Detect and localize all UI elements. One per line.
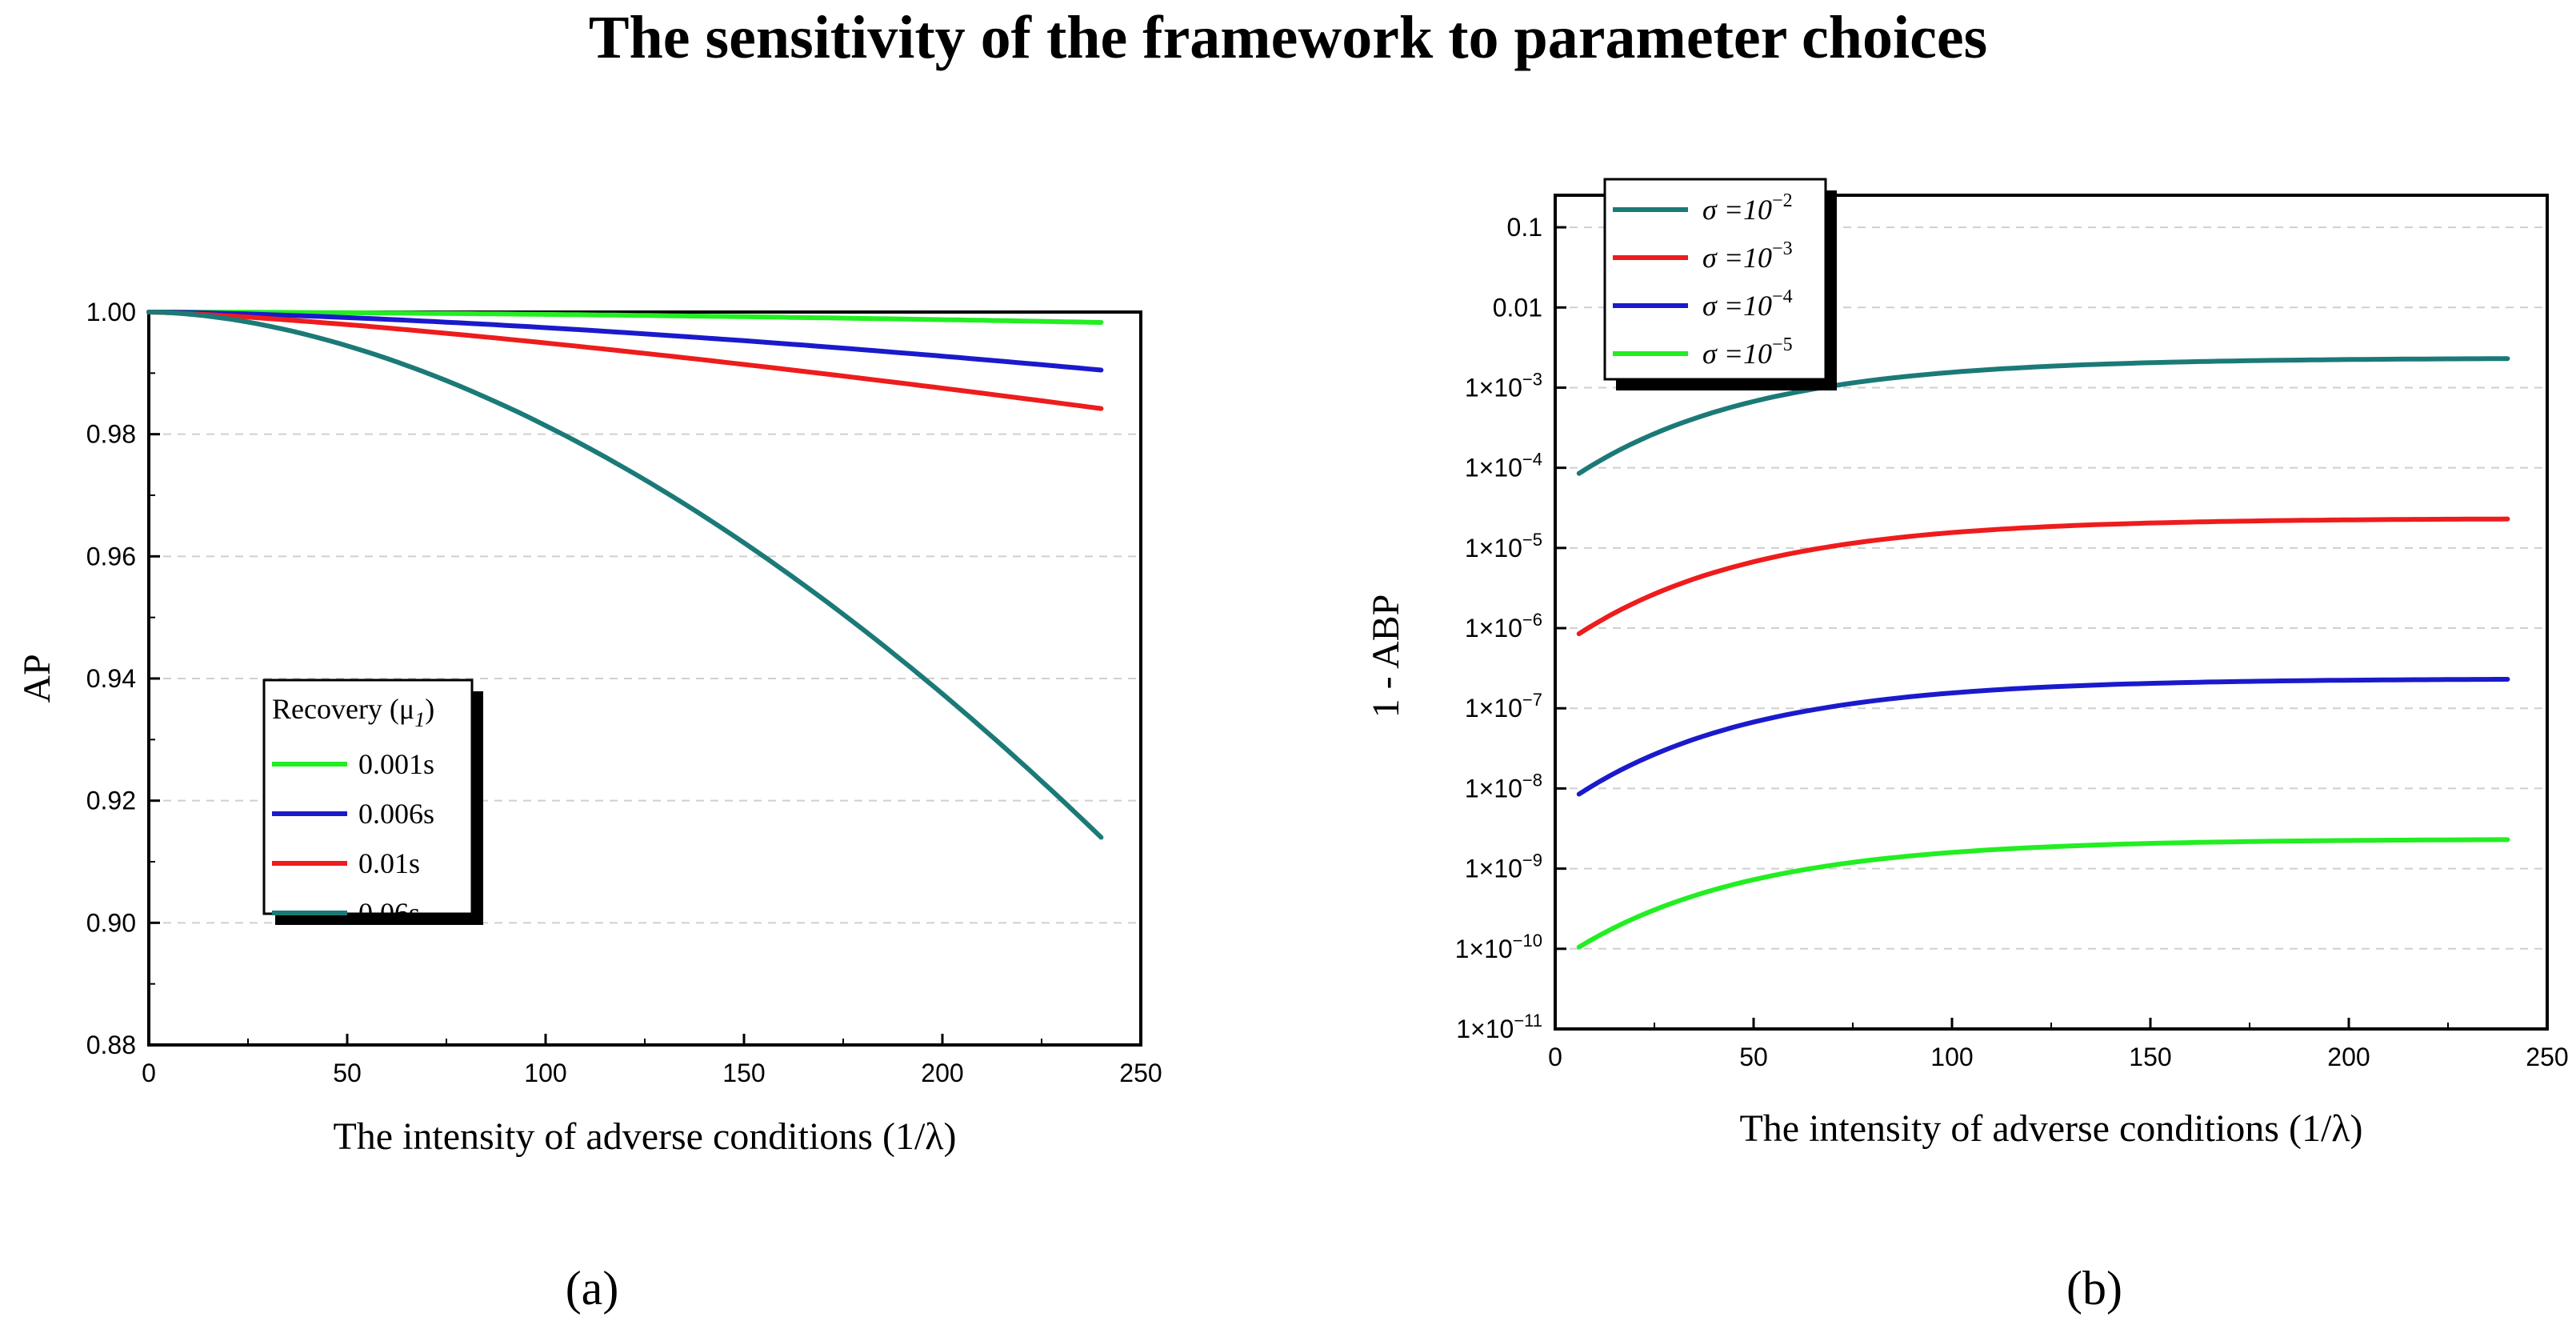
chart-b-caption: (b) <box>2066 1262 2122 1315</box>
x-tick-label: 50 <box>1739 1043 1768 1071</box>
x-tick-label: 250 <box>2526 1043 2568 1071</box>
series-line-sigma−4 <box>1576 677 2510 797</box>
x-tick-label: 150 <box>2129 1043 2171 1071</box>
series-line-0.001s <box>146 310 1104 325</box>
x-tick-label: 0 <box>1548 1043 1562 1071</box>
y-tick-label: 0.96 <box>86 542 136 570</box>
y-tick-label: 1×10−7 <box>1465 690 1542 723</box>
y-tick-label: 1×10−8 <box>1465 770 1542 803</box>
x-tick-label: 100 <box>524 1059 566 1087</box>
series-line-0.01s <box>146 310 1104 411</box>
x-tick-label: 250 <box>1119 1059 1162 1087</box>
chart-a-xlabel: The intensity of adverse conditions (1/λ… <box>333 1115 956 1158</box>
chart-a-caption: (a) <box>566 1262 619 1315</box>
x-tick-label: 150 <box>722 1059 765 1087</box>
legend-label: 0.06s <box>358 897 420 929</box>
y-tick-label: 0.98 <box>86 420 136 449</box>
chart-b-legend: σ =10−2 σ =10−3 σ =10−4 σ =10−5 <box>1603 178 1837 390</box>
legend-label: 0.001s <box>358 748 434 780</box>
y-tick-label: 1×10−9 <box>1465 851 1542 883</box>
legend-label: 0.01s <box>358 847 420 879</box>
legend-box <box>262 679 474 915</box>
y-tick-label: 1×10−3 <box>1465 369 1542 402</box>
chart-a-ylabel: AP <box>16 654 58 703</box>
y-tick-label: 0.90 <box>86 908 136 937</box>
chart-a: 0.88 0.90 0.92 0.94 0.96 0.98 1.00 0 50 100 150 200… <box>16 298 1162 1315</box>
y-tick-label: 0.01 <box>1493 293 1542 322</box>
y-tick-label: 1×10−10 <box>1455 931 1542 963</box>
legend-title: Recovery (μ1) <box>272 693 434 731</box>
chart-b-ylabel: 1 - ABP <box>1365 594 1407 719</box>
y-tick-label: 1×10−11 <box>1456 1011 1542 1043</box>
x-tick-label: 0 <box>142 1059 156 1087</box>
legend-label: σ =10−2 <box>1702 190 1793 226</box>
series-line-sigma−2 <box>1576 356 2510 476</box>
chart-b: 0.1 0.01 1×10−3 1×10−4 1×10−5 1×10−6 1×10−7 1×1… <box>1365 178 2569 1315</box>
figure-title: The sensitivity of the framework to para… <box>589 4 1987 71</box>
y-tick-label: 1×10−4 <box>1465 450 1542 482</box>
y-tick-label: 1.00 <box>86 298 136 326</box>
series-line-0.06s <box>146 310 1104 840</box>
y-tick-label: 0.94 <box>86 664 136 693</box>
legend-box <box>1603 178 1827 381</box>
x-tick-label: 50 <box>333 1059 362 1087</box>
legend-label: σ =10−5 <box>1702 334 1793 370</box>
legend-label: σ =10−4 <box>1702 286 1793 322</box>
y-tick-label: 0.88 <box>86 1031 136 1059</box>
y-tick-label: 0.1 <box>1507 213 1542 242</box>
y-tick-label: 0.92 <box>86 787 136 815</box>
series-line-sigma−3 <box>1576 516 2510 637</box>
legend-label: σ =10−3 <box>1702 238 1793 274</box>
chart-a-legend: Recovery (μ1) 0.001s 0.006s 0.01s 0.06s <box>262 679 483 929</box>
y-tick-label: 1×10−6 <box>1465 610 1542 642</box>
x-tick-label: 200 <box>2327 1043 2370 1071</box>
y-tick-label: 1×10−5 <box>1465 530 1542 562</box>
x-tick-label: 100 <box>1930 1043 1973 1071</box>
series-line-0.006s <box>146 310 1104 373</box>
legend-label: 0.006s <box>358 798 434 830</box>
chart-b-xlabel: The intensity of adverse conditions (1/λ… <box>1739 1107 2362 1150</box>
x-tick-label: 200 <box>921 1059 963 1087</box>
series-line-sigma−5 <box>1576 837 2510 950</box>
